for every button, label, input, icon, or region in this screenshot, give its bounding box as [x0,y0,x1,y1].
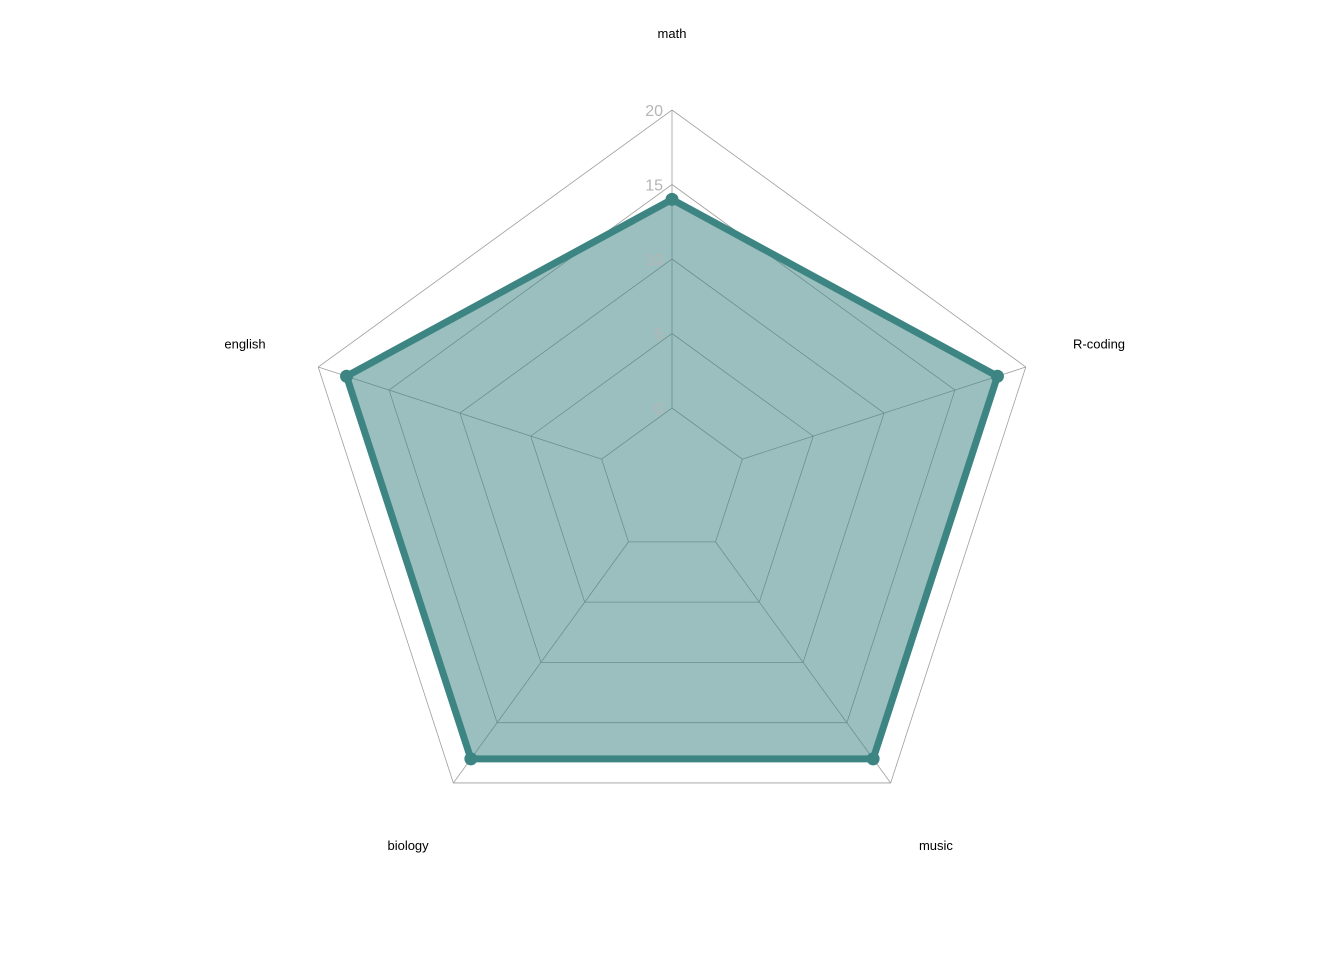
tick-label-15: 15 [645,178,663,195]
axis-label-r-coding: R-coding [1073,336,1125,351]
radial-tick-labels: 0 5 10 15 20 [645,103,663,418]
axis-label-music: music [919,838,953,853]
series-line [343,195,1001,763]
axis-label-english: english [224,336,265,351]
data-point-biology [464,752,478,766]
tick-label-20: 20 [645,103,663,120]
axis-labels: math R-coding music biology english [224,26,1125,853]
tick-label-5: 5 [654,327,663,344]
data-point-english [340,369,354,383]
data-point-r-coding [990,369,1004,383]
data-point-music [866,752,880,766]
series-area [346,199,998,759]
tick-label-0: 0 [654,401,663,418]
axis-label-math: math [658,26,687,41]
tick-label-10: 10 [645,252,663,269]
grid-ring-20 [317,109,1027,784]
axis-label-biology: biology [387,838,429,853]
data-point-math [665,192,679,206]
radar-series [340,192,1004,766]
